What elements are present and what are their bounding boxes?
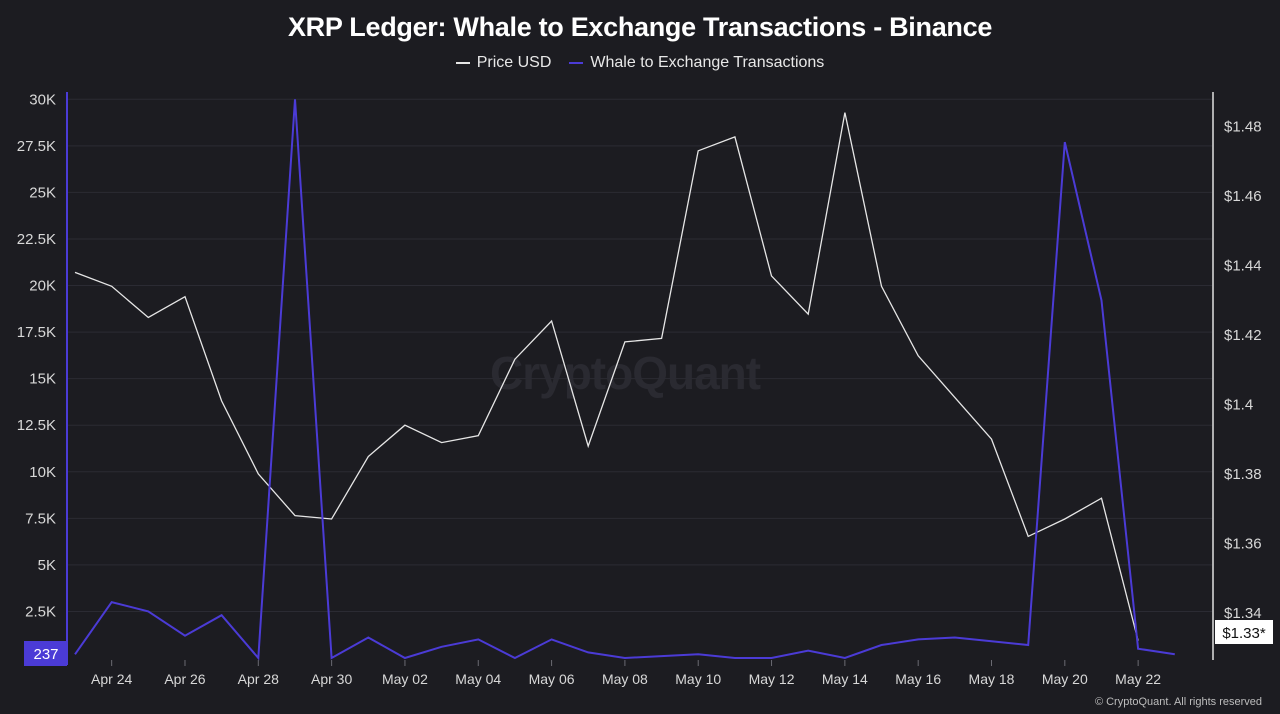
x-tick-label: May 22: [1115, 671, 1161, 687]
y-left-tick-label: 20K: [29, 278, 56, 295]
y-right-tick-label: $1.48: [1224, 118, 1262, 135]
x-tick-label: Apr 26: [164, 671, 205, 687]
left-value-badge: [24, 641, 67, 666]
x-tick-label: May 04: [455, 671, 501, 687]
x-tick-label: May 14: [822, 671, 868, 687]
y-left-tick-label: 15K: [29, 371, 56, 388]
legend-swatch-price: [455, 62, 470, 64]
y-right-tick-label: $1.34: [1224, 605, 1262, 622]
chart-title: XRP Ledger: Whale to Exchange Transactio…: [287, 12, 993, 42]
legend-item-price[interactable]: Price USD: [455, 54, 552, 72]
y-left-tick-label: 22.5K: [17, 231, 56, 248]
x-tick-label: May 12: [749, 671, 795, 687]
y-right-tick-label: $1.36: [1224, 535, 1262, 552]
x-tick-label: Apr 24: [91, 671, 132, 687]
y-left-tick-label: 2.5K: [25, 603, 56, 620]
chart-legend: Price USD Whale to Exchange Transactions: [0, 54, 1280, 72]
x-tick-label: Apr 30: [311, 671, 352, 687]
x-tick-label: May 18: [969, 671, 1015, 687]
x-tick-label: May 16: [895, 671, 941, 687]
y-left-tick-label: 27.5K: [17, 138, 56, 155]
legend-label-price: Price USD: [476, 54, 552, 71]
x-tick-label: May 06: [529, 671, 575, 687]
y-left-tick-label: 10K: [29, 464, 56, 481]
x-tick-label: May 08: [602, 671, 648, 687]
right-value-badge: [1215, 620, 1273, 644]
y-left-tick-label: 17.5K: [17, 324, 56, 341]
watermark-text: CryptoQuant: [490, 347, 761, 399]
series-line-whale: [74, 99, 1175, 661]
y-left-tick-label: 5K: [38, 557, 56, 574]
y-right-tick-label: $1.46: [1224, 188, 1262, 205]
y-left-tick-label: 7.5K: [25, 510, 56, 527]
y-left-tick-label: 12.5K: [17, 417, 56, 434]
y-left-tick-label: 30K: [29, 91, 56, 108]
x-tick-label: May 10: [675, 671, 721, 687]
series-line-price: [74, 112, 1139, 641]
x-tick-label: May 20: [1042, 671, 1088, 687]
y-right-tick-label: $1.44: [1224, 257, 1262, 274]
legend-swatch-whale: [569, 62, 584, 64]
x-tick-label: May 02: [382, 671, 428, 687]
legend-label-whale: Whale to Exchange Transactions: [590, 54, 825, 71]
left-value-badge-text: 237: [33, 646, 58, 663]
x-tick-label: Apr 28: [238, 671, 279, 687]
copyright-credit: © CryptoQuant. All rights reserved: [1094, 696, 1262, 708]
right-value-badge-text: $1.33*: [1222, 625, 1266, 642]
y-right-tick-label: $1.42: [1224, 327, 1262, 344]
legend-item-whale[interactable]: Whale to Exchange Transactions: [569, 54, 824, 72]
y-right-tick-label: $1.38: [1224, 466, 1262, 483]
y-right-tick-label: $1.4: [1224, 396, 1253, 413]
y-left-tick-label: 25K: [29, 184, 56, 201]
